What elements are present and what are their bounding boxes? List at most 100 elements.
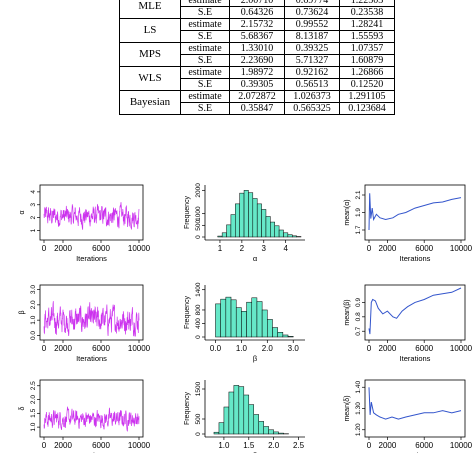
running-mean-line: [368, 287, 462, 335]
histogram-bar: [248, 404, 255, 435]
y-tick-label: 2000: [195, 183, 202, 198]
x-tick-label: 1.0: [236, 344, 248, 353]
x-tick-label: 6000: [415, 441, 433, 450]
y-tick-label: 1.9: [355, 208, 362, 217]
x-tick-label: 10000: [128, 441, 151, 450]
x-tick-label: 2.5: [293, 441, 305, 450]
y-axis-label: Frequency: [184, 295, 191, 329]
x-tick-label: 2.0: [262, 344, 274, 353]
x-tick-label: 6000: [92, 344, 110, 353]
x-tick-label: 1: [218, 244, 223, 253]
x-tick-label: 0: [367, 244, 372, 253]
x-axis-label: Iterations: [76, 254, 107, 263]
x-tick-label: 10000: [128, 244, 151, 253]
histogram-bar: [270, 221, 275, 238]
y-axis-label: mean(β): [344, 299, 351, 325]
plot-frame: [364, 184, 466, 241]
y-axis-label: mean(α): [344, 199, 351, 225]
histogram-bar: [251, 297, 258, 338]
row-label-cell: S.E: [180, 102, 230, 115]
y-tick-label: 3.0: [30, 285, 37, 294]
histogram-bar: [238, 386, 245, 435]
x-axis-label: Iterations: [400, 451, 431, 453]
y-tick-label: 4: [30, 190, 37, 194]
x-tick-label: 10000: [450, 441, 473, 450]
histogram-bar: [287, 234, 293, 238]
plot-frame: [39, 184, 144, 241]
y-tick-label: 2.0: [30, 395, 37, 404]
x-tick-label: 0: [42, 344, 47, 353]
y-tick-label: 0: [195, 335, 202, 339]
y-tick-label: 1.40: [355, 381, 362, 394]
x-tick-label: 2000: [54, 344, 72, 353]
x-tick-label: 6000: [415, 344, 433, 353]
table-row: LS estimate 2.15732 0.99552 1.28241: [119, 18, 395, 43]
plot-frame: [39, 284, 144, 341]
x-tick-label: 2: [240, 244, 245, 253]
y-tick-label: 1.0: [30, 422, 37, 431]
x-tick-label: 10000: [128, 344, 151, 353]
estimates-table: MLE estimate 2.00710 0.69774 1.22503 S.E 0.643…: [119, 0, 395, 115]
histogram-bar: [256, 203, 262, 238]
histogram-bar: [217, 235, 223, 238]
y-tick-label: 0.0: [30, 331, 37, 340]
y-tick-label: 2.5: [30, 381, 37, 390]
x-axis-label: δ: [253, 451, 257, 453]
histogram-bar: [274, 225, 280, 238]
x-tick-label: 6000: [92, 244, 110, 253]
y-tick-label: 1.5: [30, 408, 37, 417]
value-cell: 0.35847: [229, 102, 285, 115]
trace-line: [43, 202, 140, 230]
histogram-bar: [226, 224, 232, 238]
x-tick-label: 3.0: [288, 344, 300, 353]
histogram-bar: [220, 298, 227, 338]
y-tick-label: 1: [30, 228, 37, 232]
table-row: S.E 0.39305 0.56513 0.12520: [120, 78, 395, 91]
x-tick-label: 2000: [54, 441, 72, 450]
y-tick-label: 1.30: [355, 402, 362, 415]
x-tick-label: 10000: [450, 244, 473, 253]
histogram-bar: [235, 307, 242, 338]
x-tick-label: 2000: [54, 244, 72, 253]
y-tick-label: 1000: [195, 206, 202, 221]
y-tick-label: 1.7: [355, 225, 362, 234]
table-row: WLS estimate 1.98972 0.92162 1.26866: [119, 66, 395, 91]
histogram-bar: [241, 311, 247, 338]
y-axis-label: mean(δ): [344, 395, 351, 421]
y-tick-label: 1.20: [355, 423, 362, 436]
y-tick-label: 0: [195, 432, 202, 436]
histogram-bar: [277, 332, 284, 338]
histogram-bar: [278, 229, 284, 238]
histogram-bar: [246, 301, 253, 338]
histogram-bar: [223, 406, 230, 435]
x-axis-label: β: [253, 354, 258, 363]
table-row: S.E 0.35847 0.565325 0.123684: [120, 102, 395, 115]
x-tick-label: 2.0: [268, 441, 280, 450]
histogram-bar: [239, 192, 245, 238]
histogram-bar: [272, 327, 278, 338]
histogram-bar: [283, 232, 289, 238]
table-row: S.E 5.68367 8.13187 1.55593: [120, 30, 395, 43]
histogram-bar: [253, 414, 259, 435]
x-tick-label: 2000: [379, 441, 397, 450]
plot-frame: [364, 379, 466, 438]
running-mean-line: [368, 387, 462, 420]
y-tick-label: 3: [30, 203, 37, 207]
x-tick-label: 3: [262, 244, 267, 253]
method-cell: LS: [119, 18, 181, 43]
x-tick-label: 0.0: [210, 344, 222, 353]
histogram-bar: [228, 391, 235, 435]
x-axis-label: Iterations: [400, 254, 431, 263]
x-tick-label: 4: [283, 244, 288, 253]
y-tick-label: 500: [195, 220, 202, 231]
value-cell: 0.123684: [339, 102, 395, 115]
y-axis-label: Frequency: [184, 391, 191, 425]
histogram-bar: [282, 334, 289, 338]
histogram-bar: [215, 303, 221, 338]
x-axis-label: Iterations: [76, 451, 107, 453]
y-tick-label: 0: [195, 235, 202, 239]
y-tick-label: 2: [30, 215, 37, 219]
histogram-bar: [213, 431, 220, 435]
y-axis-label: α: [19, 210, 26, 214]
